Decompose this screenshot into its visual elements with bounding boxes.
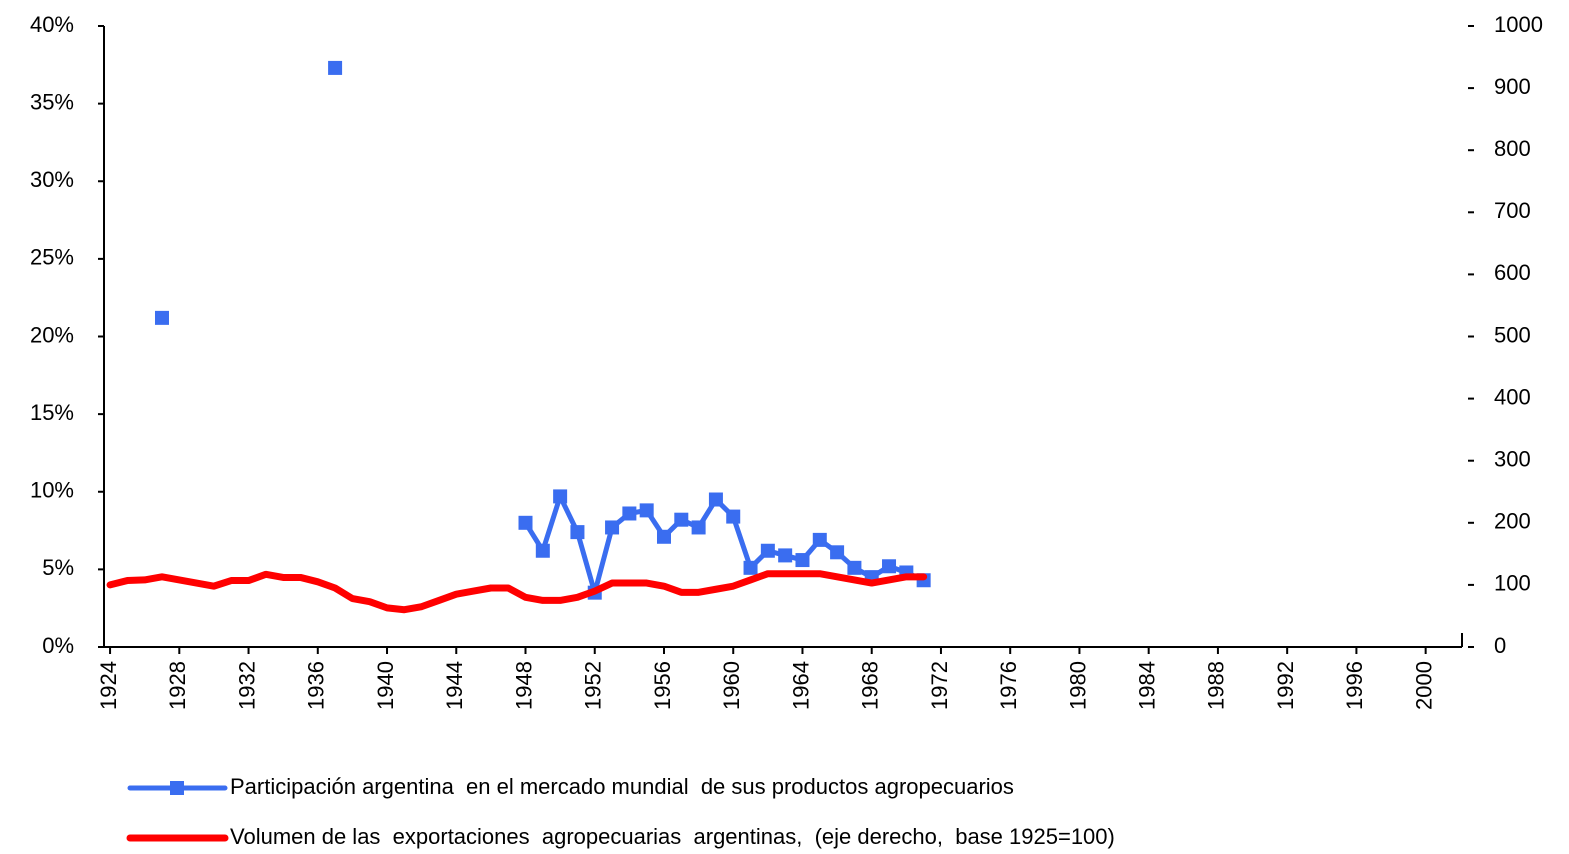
x-tick-label: 1992 <box>1273 661 1298 710</box>
y-tick-label: 10% <box>30 478 74 503</box>
y2-tick-label: 0 <box>1494 633 1506 658</box>
marker <box>674 512 689 527</box>
y2-tick-label: 1000 <box>1494 12 1543 37</box>
y2-tick-label: 900 <box>1494 74 1531 99</box>
x-tick-label: 1936 <box>304 661 329 710</box>
marker <box>535 543 550 558</box>
marker <box>518 515 533 530</box>
x-tick-label: 1932 <box>234 661 259 710</box>
marker <box>830 545 845 560</box>
marker <box>743 560 758 575</box>
y2-tick-label: 400 <box>1494 384 1531 409</box>
marker <box>778 548 793 563</box>
marker <box>795 553 810 568</box>
y2-tick-label: 300 <box>1494 447 1531 472</box>
y2-tick-label: 100 <box>1494 571 1531 596</box>
x-tick-label: 1976 <box>996 661 1021 710</box>
marker <box>726 509 741 524</box>
y2-tick-label: 500 <box>1494 322 1531 347</box>
x-tick-label: 1964 <box>788 661 813 710</box>
marker <box>570 525 585 540</box>
y2-tick-label: 600 <box>1494 260 1531 285</box>
y2-tick-label: 200 <box>1494 509 1531 534</box>
x-tick-label: 1996 <box>1342 661 1367 710</box>
y-tick-label: 25% <box>30 245 74 270</box>
marker <box>812 532 827 547</box>
y-tick-label: 0% <box>42 633 74 658</box>
y2-tick-label: 800 <box>1494 136 1531 161</box>
y-tick-label: 5% <box>42 555 74 580</box>
marker <box>760 543 775 558</box>
series-line <box>106 570 928 614</box>
y-tick-label: 15% <box>30 400 74 425</box>
legend-label: Participación argentina en el mercado mu… <box>230 774 1014 799</box>
x-tick-label: 1968 <box>858 661 883 710</box>
y-tick-label: 40% <box>30 12 74 37</box>
marker <box>847 560 862 575</box>
legend-label: Volumen de las exportaciones agropecuari… <box>230 824 1115 849</box>
marker <box>605 520 620 535</box>
y-tick-label: 30% <box>30 167 74 192</box>
marker <box>154 310 169 325</box>
x-tick-label: 1948 <box>511 661 536 710</box>
x-tick-label: 1960 <box>719 661 744 710</box>
x-tick-label: 1956 <box>650 661 675 710</box>
x-tick-label: 1972 <box>927 661 952 710</box>
x-tick-label: 1984 <box>1134 661 1159 710</box>
x-tick-label: 1944 <box>442 661 467 710</box>
legend-marker <box>170 781 184 795</box>
x-tick-label: 1924 <box>96 661 121 710</box>
marker <box>708 492 723 507</box>
x-tick-label: 1952 <box>581 661 606 710</box>
marker <box>622 506 637 521</box>
x-tick-label: 1980 <box>1065 661 1090 710</box>
marker <box>656 529 671 544</box>
x-tick-label: 1988 <box>1204 661 1229 710</box>
marker <box>882 559 897 574</box>
y-tick-label: 35% <box>30 89 74 114</box>
x-tick-label: 2000 <box>1411 661 1436 710</box>
marker <box>691 520 706 535</box>
marker <box>328 60 343 75</box>
x-tick-label: 1928 <box>165 661 190 710</box>
y2-tick-label: 700 <box>1494 198 1531 223</box>
x-tick-label: 1940 <box>373 661 398 710</box>
y-tick-label: 20% <box>30 322 74 347</box>
marker <box>639 503 654 518</box>
marker <box>553 489 568 504</box>
